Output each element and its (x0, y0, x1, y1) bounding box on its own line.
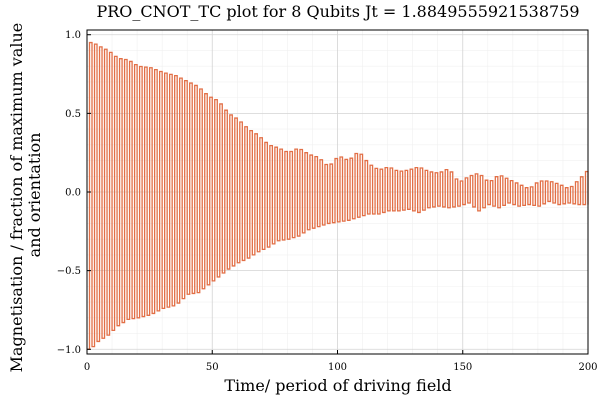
y-tick-label: 0.5 (65, 109, 81, 120)
x-tick-labels: 0 50 100 150 200 (84, 362, 598, 373)
y-tick-label: 1.0 (65, 30, 81, 41)
y-tick-label: −1.0 (57, 345, 81, 356)
y-tick-labels: −1.0 −0.5 0.0 0.5 1.0 (57, 30, 81, 356)
y-tick-label: 0.0 (65, 188, 81, 199)
x-tick-label: 0 (84, 362, 90, 373)
series-line-0 (87, 41, 589, 350)
x-tick-label: 50 (206, 362, 219, 373)
chart-title: PRO_CNOT_TC plot for 8 Qubits Jt = 1.884… (96, 2, 579, 21)
x-tick-label: 100 (328, 362, 347, 373)
x-tick-label: 150 (453, 362, 472, 373)
y-axis-label-line-2: and orientation (25, 133, 44, 258)
x-axis-label: Time/ period of driving field (224, 376, 451, 395)
series-layer (87, 41, 589, 350)
y-axis-label: Magnetisation / fraction of maximum valu… (7, 18, 44, 373)
axis-ticks (86, 34, 589, 354)
y-axis-label-line-1: Magnetisation / fraction of maximum valu… (7, 23, 26, 373)
x-tick-label: 200 (578, 362, 597, 373)
y-tick-label: −0.5 (57, 266, 81, 277)
